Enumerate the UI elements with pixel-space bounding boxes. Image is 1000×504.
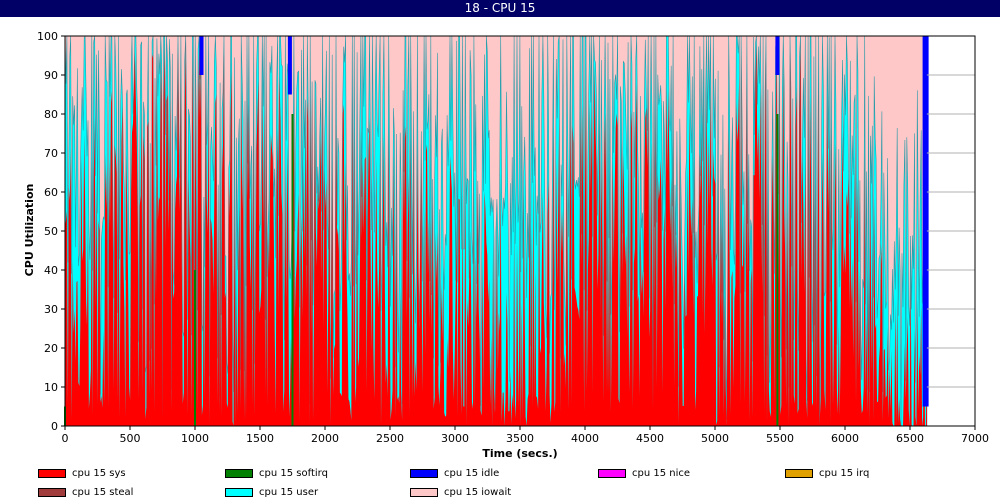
window-title: 18 - CPU 15	[0, 0, 1000, 17]
x-tick-label: 0	[62, 432, 69, 445]
x-tick-label: 4500	[636, 432, 664, 445]
x-tick-label: 3000	[441, 432, 469, 445]
series-softirq-spike	[291, 114, 294, 426]
legend-label: cpu 15 steal	[72, 487, 134, 498]
y-tick-label: 70	[44, 147, 58, 160]
plot-area	[64, 35, 929, 427]
x-tick-label: 4000	[571, 432, 599, 445]
x-tick-label: 5500	[766, 432, 794, 445]
legend-label: cpu 15 irq	[819, 468, 870, 479]
legend-label: cpu 15 sys	[72, 468, 126, 479]
series-idle-spike	[199, 36, 204, 75]
x-tick-label: 1000	[181, 432, 209, 445]
y-tick-label: 40	[44, 264, 58, 277]
legend-swatch	[38, 469, 66, 478]
legend-label: cpu 15 iowait	[444, 487, 512, 498]
x-tick-label: 500	[120, 432, 141, 445]
x-axis-label: Time (secs.)	[482, 447, 557, 460]
x-tick-label: 6500	[896, 432, 924, 445]
y-tick-label: 80	[44, 108, 58, 121]
series-idle-spike	[775, 36, 780, 75]
x-tick-label: 7000	[961, 432, 989, 445]
y-tick-label: 0	[51, 420, 58, 433]
legend: cpu 15 sys cpu 15 softirq cpu 15 idle cpu 1…	[0, 462, 1000, 504]
legend-swatch	[38, 488, 66, 497]
legend-swatch	[410, 488, 438, 497]
legend-label: cpu 15 nice	[632, 468, 691, 479]
y-tick-label: 30	[44, 303, 58, 316]
legend-swatch	[598, 469, 626, 478]
y-tick-label: 90	[44, 69, 58, 82]
series-idle-spike	[922, 36, 929, 407]
legend-swatch	[410, 469, 438, 478]
y-axis-label: CPU Utilization	[23, 184, 36, 277]
y-tick-label: 10	[44, 381, 58, 394]
x-tick-label: 2000	[311, 432, 339, 445]
legend-swatch	[225, 488, 253, 497]
y-tick-label: 60	[44, 186, 58, 199]
y-tick-label: 100	[37, 30, 58, 43]
legend-swatch	[785, 469, 813, 478]
x-tick-label: 3500	[506, 432, 534, 445]
series-softirq-spike	[194, 270, 196, 426]
series-sys-area	[65, 36, 927, 426]
y-tick-label: 20	[44, 342, 58, 355]
x-tick-label: 1500	[246, 432, 274, 445]
series-softirq-spike	[776, 114, 779, 426]
y-tick-label: 50	[44, 225, 58, 238]
legend-label: cpu 15 idle	[444, 468, 500, 479]
x-tick-label: 6000	[831, 432, 859, 445]
legend-label: cpu 15 user	[259, 487, 319, 498]
legend-label: cpu 15 softirq	[259, 468, 328, 479]
legend-swatch	[225, 469, 253, 478]
series-idle-spike	[287, 36, 292, 95]
x-tick-label: 5000	[701, 432, 729, 445]
x-tick-label: 2500	[376, 432, 404, 445]
